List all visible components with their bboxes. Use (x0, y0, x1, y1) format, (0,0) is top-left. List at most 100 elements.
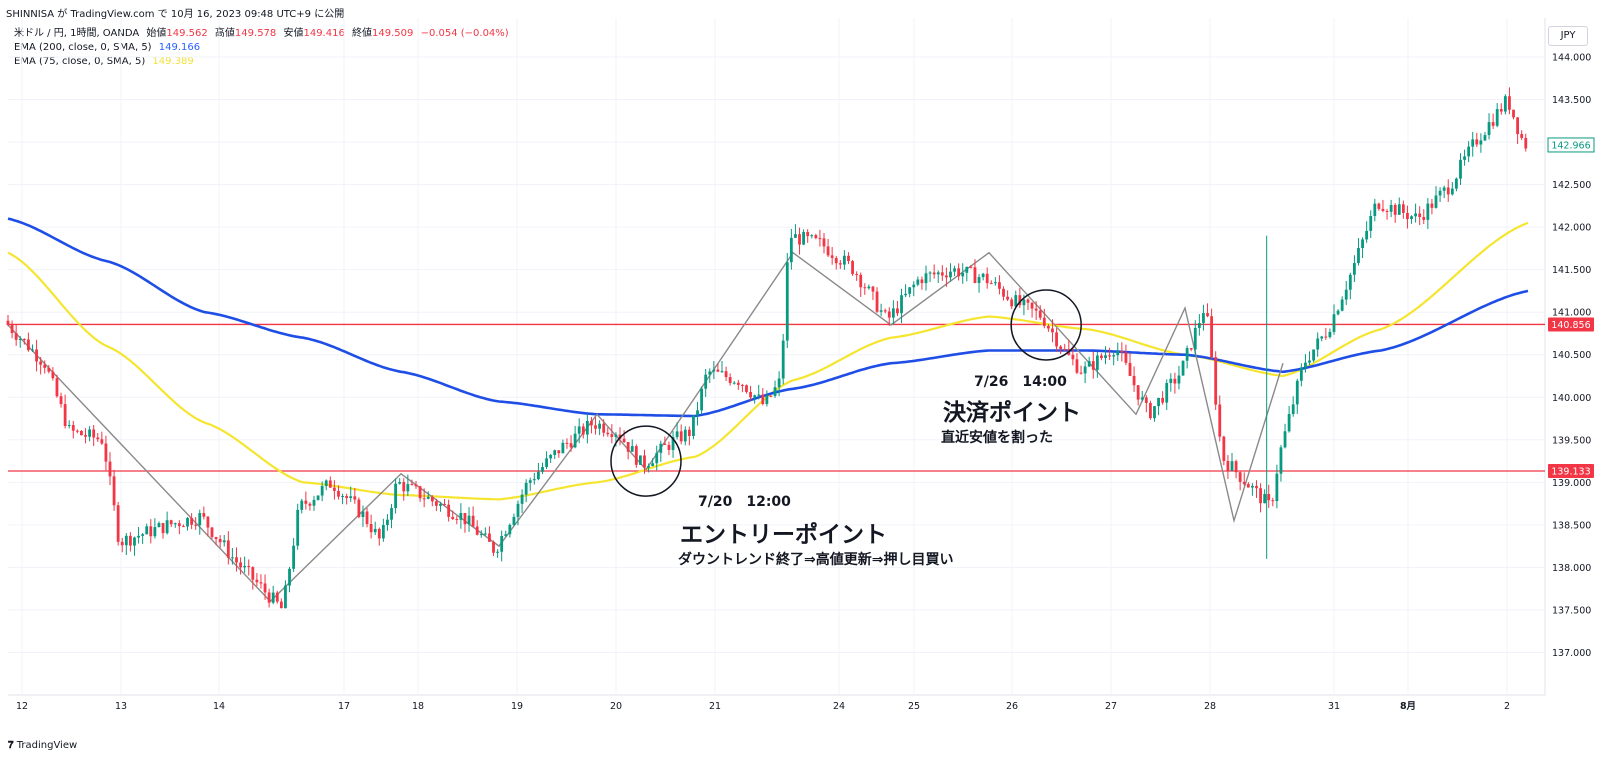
price-tick-label: 141.000 (1552, 308, 1591, 319)
candle-body (1238, 472, 1242, 482)
candle-body (300, 500, 304, 510)
candle-body (1193, 327, 1197, 350)
symbol-label[interactable]: 米ドル / 円, 1時間, OANDA (14, 28, 140, 39)
candle-body (1214, 357, 1218, 405)
price-tag-label: 140.856 (1551, 320, 1590, 331)
candles (6, 87, 1528, 609)
candle-body (157, 523, 161, 528)
candle-body (1324, 336, 1328, 338)
candle-body (802, 232, 805, 245)
candle-body (945, 275, 948, 278)
candle-body (826, 246, 830, 256)
candle-body (292, 545, 295, 569)
candle-body (255, 579, 259, 583)
price-tick-label: 137.000 (1552, 648, 1591, 659)
zigzag-path (7, 251, 1284, 603)
candle-body (430, 496, 434, 502)
candle-body (169, 520, 173, 525)
candle-body (1373, 203, 1377, 216)
time-tick-label: 21 (709, 701, 721, 712)
candle-body (186, 517, 189, 527)
change-value: −0.054 (−0.04%) (420, 28, 509, 39)
candle-body (177, 523, 181, 527)
horizontal-lines (8, 323, 1545, 472)
candle-body (1503, 96, 1507, 112)
candle-body (647, 466, 650, 468)
candle-body (1144, 397, 1148, 403)
candle-body (847, 255, 850, 262)
candle-body (1251, 485, 1254, 488)
candle-body (785, 262, 789, 341)
candle-body (871, 286, 875, 292)
candle-body (1226, 460, 1230, 471)
candle-body (1173, 378, 1177, 384)
candle-body (904, 293, 907, 296)
candle-body (247, 565, 251, 568)
candle-body (900, 295, 903, 314)
candle-body (1336, 310, 1340, 315)
candle-body (504, 534, 508, 536)
candle-body (410, 484, 414, 486)
candle-body (1218, 404, 1222, 437)
candle-body (1316, 338, 1320, 350)
candle-body (1161, 397, 1165, 403)
candle-body (439, 503, 442, 506)
candle-body (528, 480, 532, 483)
candle-body (365, 511, 369, 525)
candle-body (581, 426, 585, 435)
price-tick-label: 139.500 (1552, 435, 1591, 446)
candle-body (696, 410, 699, 416)
candle-body (1083, 366, 1087, 374)
candle-body (1042, 317, 1046, 326)
candle-body (320, 486, 324, 496)
candle-body (1153, 406, 1156, 419)
candle-body (381, 524, 385, 539)
close-value: 149.509 (372, 28, 414, 39)
candle-body (883, 310, 887, 312)
candle-body (1475, 139, 1479, 145)
candle-body (1348, 274, 1352, 290)
candle-body (655, 452, 659, 464)
candle-body (1030, 302, 1034, 309)
candle-body (112, 476, 116, 506)
candle-body (1018, 295, 1022, 306)
annotation-subtitle: 直近安値を割った (941, 429, 1053, 446)
currency-button[interactable]: JPY (1548, 26, 1588, 46)
time-tick-label: 31 (1328, 701, 1340, 712)
tradingview-brand[interactable]: 𝟕 TradingView (8, 740, 77, 751)
candle-body (1087, 361, 1091, 367)
candle-body (545, 458, 548, 467)
candle-body (1463, 156, 1466, 160)
candle-body (1295, 380, 1299, 405)
candle-body (1124, 352, 1128, 363)
candle-body (14, 333, 18, 340)
ema200-row[interactable]: EMA (200, close, 0, SMA, 5) 149.166 (14, 41, 509, 55)
candle-body (590, 420, 593, 426)
candle-body (75, 430, 79, 432)
candle-body (1459, 159, 1462, 179)
candle-body (537, 471, 540, 480)
candle-body (492, 541, 495, 553)
candle-body (940, 272, 944, 276)
candle-body (1328, 331, 1332, 338)
candle-body (712, 369, 716, 372)
ema75-line (7, 221, 1529, 501)
candle-body (936, 272, 940, 275)
candle-body (969, 266, 973, 268)
candle-body (1026, 299, 1030, 303)
candle-body (683, 429, 687, 442)
candle-body (312, 499, 316, 506)
candle-body (630, 446, 634, 452)
candle-body (500, 535, 504, 552)
candle-body (141, 534, 145, 536)
candle-body (1438, 190, 1442, 196)
annotation-subtitle: ダウントレンド終了⇒高値更新⇒押し目買い (678, 551, 953, 568)
candle-body (671, 437, 675, 450)
candle-body (353, 496, 357, 500)
candle-body (190, 517, 193, 525)
candle-body (1259, 488, 1262, 504)
ema75-row[interactable]: EMA (75, close, 0, SMA, 5) 149.389 (14, 55, 509, 69)
candle-body (1038, 310, 1042, 318)
